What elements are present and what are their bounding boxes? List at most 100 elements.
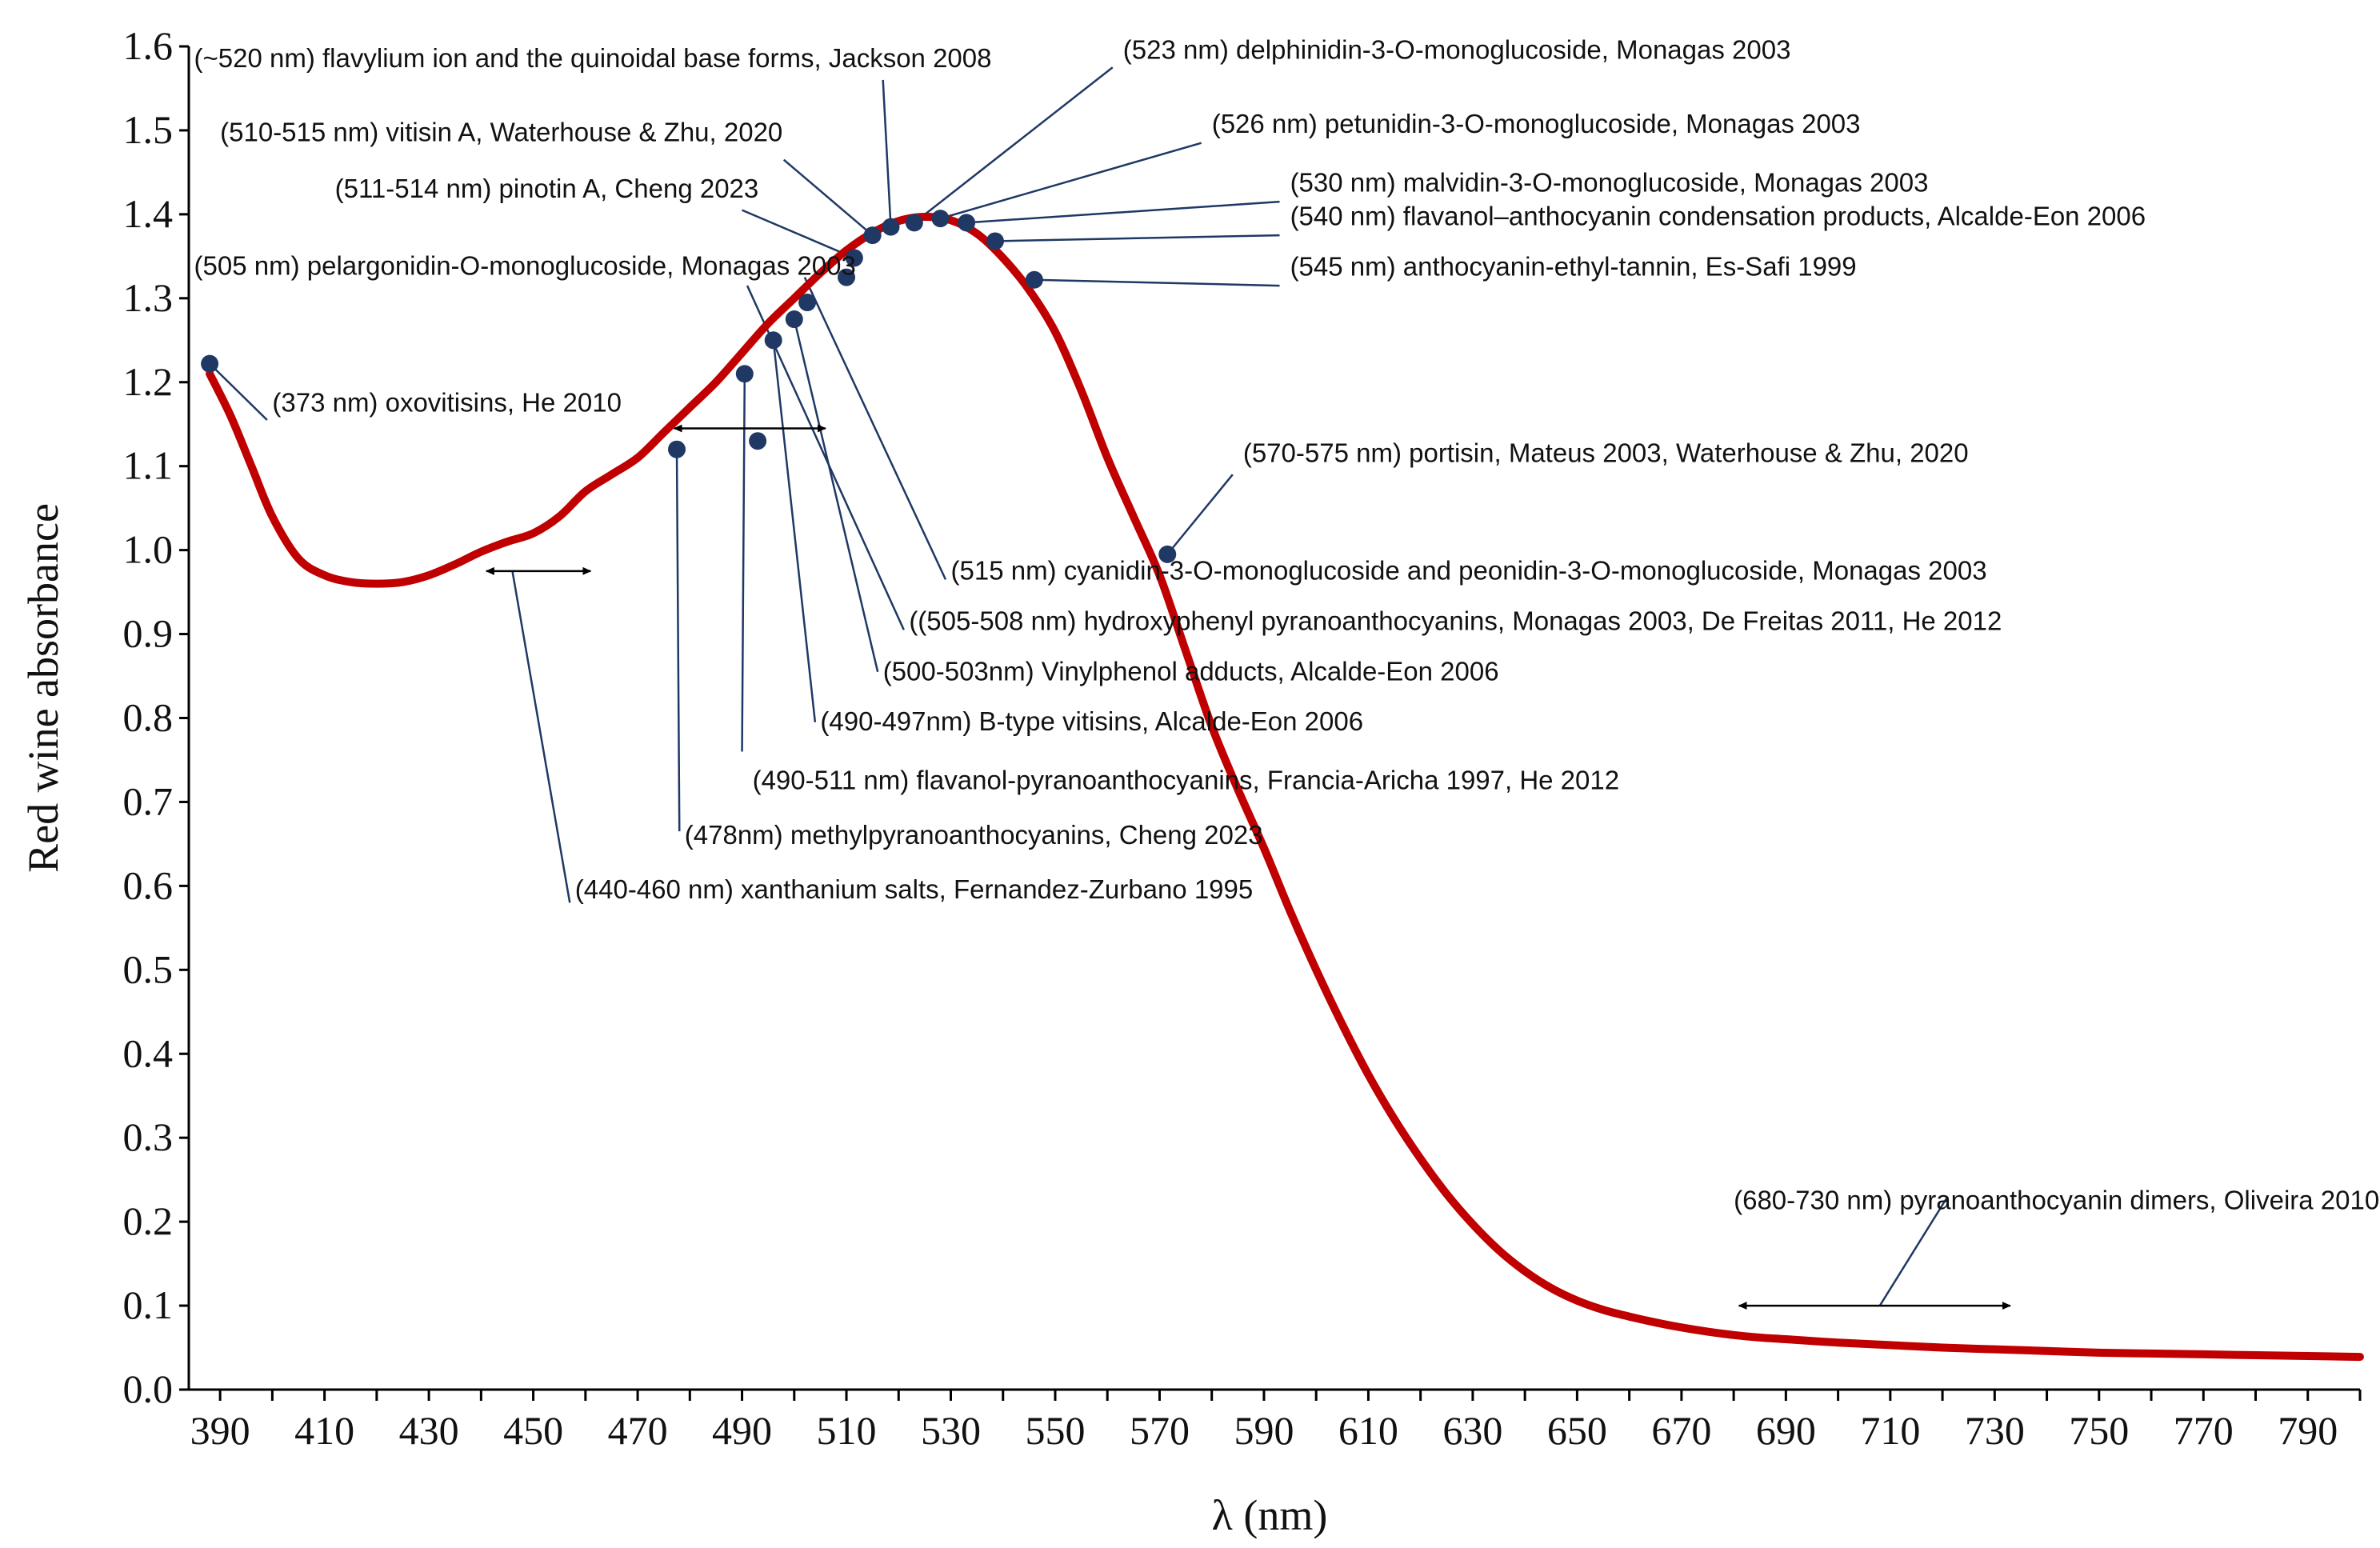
annotation-label: (490-497nm) B-type vitisins, Alcalde-Eon… (820, 706, 1363, 736)
annotation-label: (500-503nm) Vinylphenol adducts, Alcalde… (883, 656, 1499, 686)
x-tick-label: 530 (921, 1408, 981, 1453)
data-point (845, 249, 863, 267)
x-tick-label: 430 (399, 1408, 459, 1453)
leader-line (782, 158, 874, 237)
data-point (667, 440, 686, 458)
x-tick-label: 750 (2069, 1408, 2129, 1453)
data-point (905, 214, 923, 232)
x-tick-label: 710 (1860, 1408, 1920, 1453)
y-tick-label: 1.2 (123, 359, 174, 404)
absorbance-curve-group (206, 213, 2364, 1362)
y-tick-label: 0.4 (123, 1030, 174, 1075)
data-point (931, 210, 950, 228)
x-tick-label: 670 (1651, 1408, 1711, 1453)
leader-line (966, 200, 1280, 224)
leader-line (1166, 474, 1234, 555)
annotation-label: (515 nm) cyanidin-3-O-monoglucoside and … (951, 555, 1987, 585)
leader-line (511, 570, 571, 903)
data-point (863, 226, 882, 245)
y-tick-label: 0.8 (123, 695, 174, 740)
y-tick-label: 1.6 (123, 23, 174, 68)
x-tick-label: 630 (1442, 1408, 1502, 1453)
data-point (958, 214, 976, 232)
y-tick-label: 0.7 (123, 778, 174, 823)
y-tick-label: 1.3 (123, 275, 174, 320)
x-tick-label: 770 (2174, 1408, 2234, 1453)
y-tick-label: 0.2 (123, 1198, 174, 1243)
x-tick-label: 570 (1130, 1408, 1190, 1453)
leader-line (742, 209, 855, 259)
y-axis-title: Red wine absorbance (19, 503, 67, 873)
y-tick-label: 1.5 (123, 107, 174, 152)
annotation-label: ((505-508 nm) hydroxyphenyl pyranoanthoc… (909, 606, 2002, 635)
leader-line (675, 449, 681, 832)
x-tick-label: 650 (1547, 1408, 1607, 1453)
range-arrows (485, 424, 2011, 1310)
data-point (1025, 270, 1043, 289)
annotation-label: (540 nm) flavanol–anthocyanin condensati… (1290, 202, 2146, 231)
leader-line (882, 79, 892, 227)
x-tick-label: 410 (294, 1408, 354, 1453)
x-tick-label: 450 (503, 1408, 563, 1453)
leader-line (1034, 278, 1280, 287)
y-tick-label: 1.4 (123, 191, 174, 236)
data-point (798, 294, 817, 312)
y-tick-label: 0.3 (123, 1114, 174, 1159)
data-point (882, 218, 900, 236)
data-point (764, 331, 782, 350)
annotation-label: (530 nm) malvidin-3-O-monoglucoside, Mon… (1290, 168, 1929, 198)
annotation-label: (~520 nm) flavylium ion and the quinoida… (194, 43, 992, 73)
x-tick-label: 730 (1965, 1408, 2025, 1453)
x-tick-label: 510 (817, 1408, 877, 1453)
leader-lines (209, 66, 1949, 1306)
leader-line (793, 318, 879, 673)
leader-line (741, 374, 746, 752)
annotation-label: (523 nm) delphinidin-3-O-monoglucoside, … (1123, 35, 1791, 65)
x-tick-label: 790 (2278, 1408, 2338, 1453)
leader-line (940, 142, 1202, 220)
annotation-label: (373 nm) oxovitisins, He 2010 (272, 387, 622, 417)
leader-line (914, 66, 1114, 224)
data-point (735, 365, 754, 383)
data-point (1158, 545, 1177, 563)
annotation-label: (570-575 nm) portisin, Mateus 2003, Wate… (1243, 438, 1969, 467)
leader-line (1878, 1195, 1949, 1306)
x-tick-label: 610 (1338, 1408, 1398, 1453)
data-point (785, 310, 803, 329)
annotation-label: (505 nm) pelargonidin-O-monoglucoside, M… (194, 250, 856, 280)
leader-line (994, 234, 1280, 242)
y-tick-label: 0.9 (123, 611, 174, 656)
x-tick-label: 690 (1756, 1408, 1816, 1453)
data-point (749, 432, 767, 450)
x-tick-label: 390 (190, 1408, 250, 1453)
x-tick-label: 550 (1025, 1408, 1085, 1453)
annotation-label: (680-730 nm) pyranoanthocyanin dimers, O… (1734, 1185, 2379, 1214)
annotation-label: (511-514 nm) pinotin A, Cheng 2023 (335, 174, 759, 203)
tick-group: 0.0 0.1 0.2 0.3 0.4 0.5 0.6 0.7 0.8 0.9 1.0 1.1 1.2 1… (123, 23, 2362, 1453)
annotation-label: (490-511 nm) flavanol-pyranoanthocyanins… (753, 766, 1620, 795)
data-point (201, 354, 219, 373)
x-tick-label: 470 (608, 1408, 668, 1453)
leader-line (209, 362, 268, 421)
annotation-label: (440-460 nm) xanthanium salts, Fernandez… (575, 874, 1253, 904)
y-tick-label: 0.6 (123, 862, 174, 907)
x-axis-title: λ (nm) (1212, 1491, 1328, 1539)
x-tick-label: 590 (1234, 1408, 1294, 1453)
leader-line (803, 277, 947, 580)
y-tick-label: 0.5 (123, 946, 174, 991)
data-point (986, 232, 1004, 250)
y-tick-label: 0.1 (123, 1282, 174, 1327)
data-point (838, 268, 856, 286)
annotation-label: (510-515 nm) vitisin A, Waterhouse & Zhu… (220, 118, 782, 147)
data-points (201, 210, 1177, 563)
annotation-label: (526 nm) petunidin-3-O-monoglucoside, Mo… (1212, 109, 1861, 138)
x-tick-label: 490 (712, 1408, 772, 1453)
annotation-label: (545 nm) anthocyanin-ethyl-tannin, Es-Sa… (1290, 251, 1857, 281)
annotation-labels: (~520 nm) flavylium ion and the quinoida… (194, 35, 2380, 1215)
annotation-label: (478nm) methylpyranoanthocyanins, Cheng … (685, 820, 1263, 850)
leader-line (772, 340, 817, 722)
y-tick-label: 1.1 (123, 443, 174, 488)
y-tick-label: 0.0 (123, 1366, 174, 1411)
absorbance-curve (206, 213, 2364, 1362)
